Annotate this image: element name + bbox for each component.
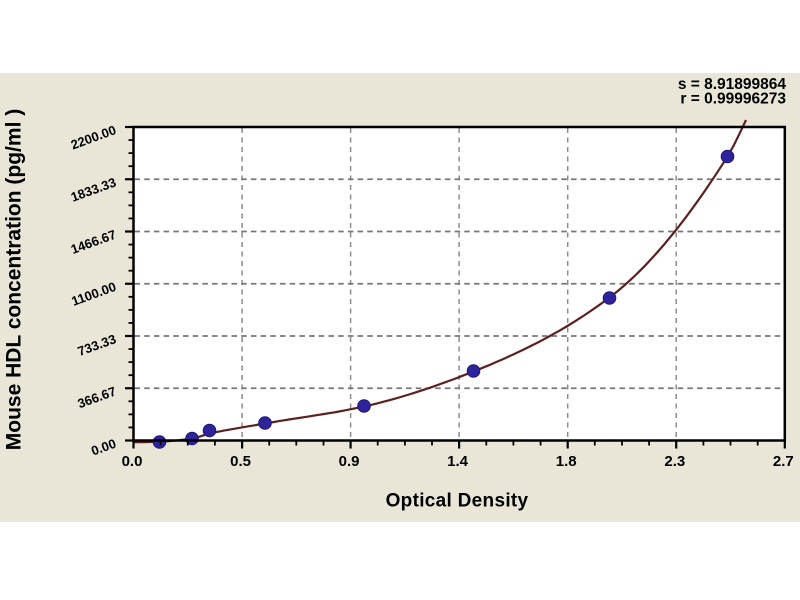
svg-text:s = 8.91899864: s = 8.91899864 (678, 76, 787, 93)
svg-text:0.0: 0.0 (122, 453, 143, 470)
svg-text:Mouse HDL concentration (pg/ml: Mouse HDL concentration (pg/ml ) (2, 109, 25, 450)
svg-text:0.5: 0.5 (230, 453, 251, 470)
svg-text:r = 0.99996273: r = 0.99996273 (680, 91, 786, 108)
svg-text:1.4: 1.4 (447, 453, 469, 470)
svg-text:2.3: 2.3 (664, 453, 685, 470)
svg-text:1.8: 1.8 (556, 453, 577, 470)
svg-text:Optical Density: Optical Density (386, 491, 529, 512)
svg-text:0.9: 0.9 (339, 453, 360, 470)
svg-text:2.7: 2.7 (773, 453, 794, 470)
